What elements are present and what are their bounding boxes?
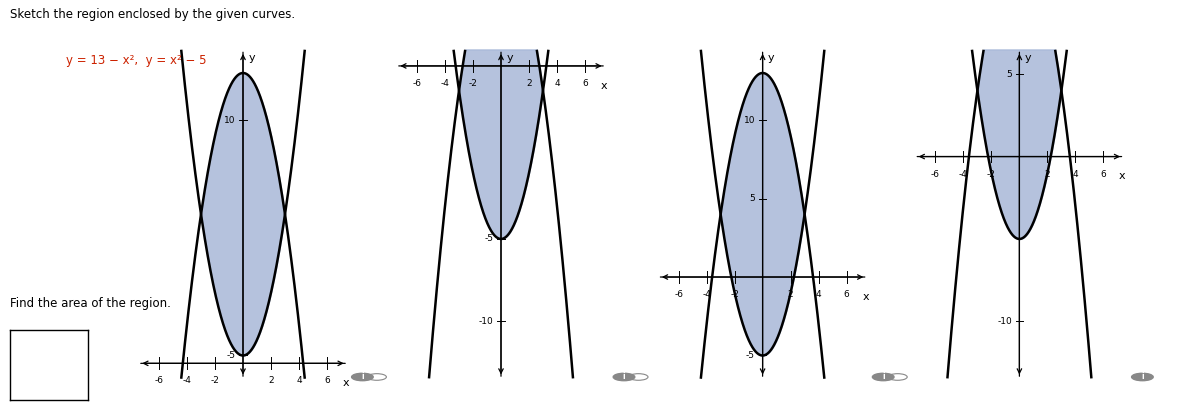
Text: -5: -5 [227,351,235,360]
Text: -4: -4 [182,377,192,385]
Text: x: x [342,378,349,388]
Text: -4: -4 [959,170,968,179]
Text: -4: -4 [702,290,712,299]
Text: -6: -6 [931,170,940,179]
Text: -6: -6 [413,79,421,88]
Text: 4: 4 [554,79,560,88]
Text: Sketch the region enclosed by the given curves.: Sketch the region enclosed by the given … [10,8,295,21]
Text: 4: 4 [296,377,302,385]
Text: -5: -5 [746,351,755,360]
Text: 2: 2 [787,290,793,299]
Text: y: y [768,53,774,63]
Text: -5: -5 [485,234,493,243]
Text: x: x [862,292,869,302]
Text: -4: -4 [440,79,450,88]
Text: -2: -2 [210,377,220,385]
Text: 5: 5 [749,194,755,203]
Text: i: i [361,372,364,382]
Text: 6: 6 [844,290,850,299]
Text: 2: 2 [268,377,274,385]
Text: -2: -2 [730,290,739,299]
Text: 2: 2 [1044,170,1050,179]
Text: i: i [1141,372,1144,382]
Text: 4: 4 [1073,170,1079,179]
Text: x: x [600,81,607,91]
Text: Find the area of the region.: Find the area of the region. [10,297,170,310]
Text: -6: -6 [155,377,163,385]
Text: y: y [1025,53,1031,63]
Text: 4: 4 [816,290,822,299]
Text: -10: -10 [997,317,1012,326]
Text: -2: -2 [986,170,996,179]
Text: 2: 2 [526,79,532,88]
Text: 10: 10 [224,116,235,124]
Text: -10: -10 [479,317,493,326]
Text: i: i [882,372,884,382]
Text: 6: 6 [1100,170,1106,179]
Text: y = 13 − x²,  y = x² − 5: y = 13 − x², y = x² − 5 [66,54,206,67]
Text: 6: 6 [324,377,330,385]
Text: i: i [623,372,625,382]
Text: 6: 6 [582,79,588,88]
Text: -2: -2 [468,79,478,88]
Text: 10: 10 [744,116,755,124]
Text: 5: 5 [1006,70,1012,79]
Text: y: y [248,53,254,63]
Text: y: y [506,53,512,63]
Text: x: x [1118,171,1126,181]
Text: -6: -6 [674,290,683,299]
